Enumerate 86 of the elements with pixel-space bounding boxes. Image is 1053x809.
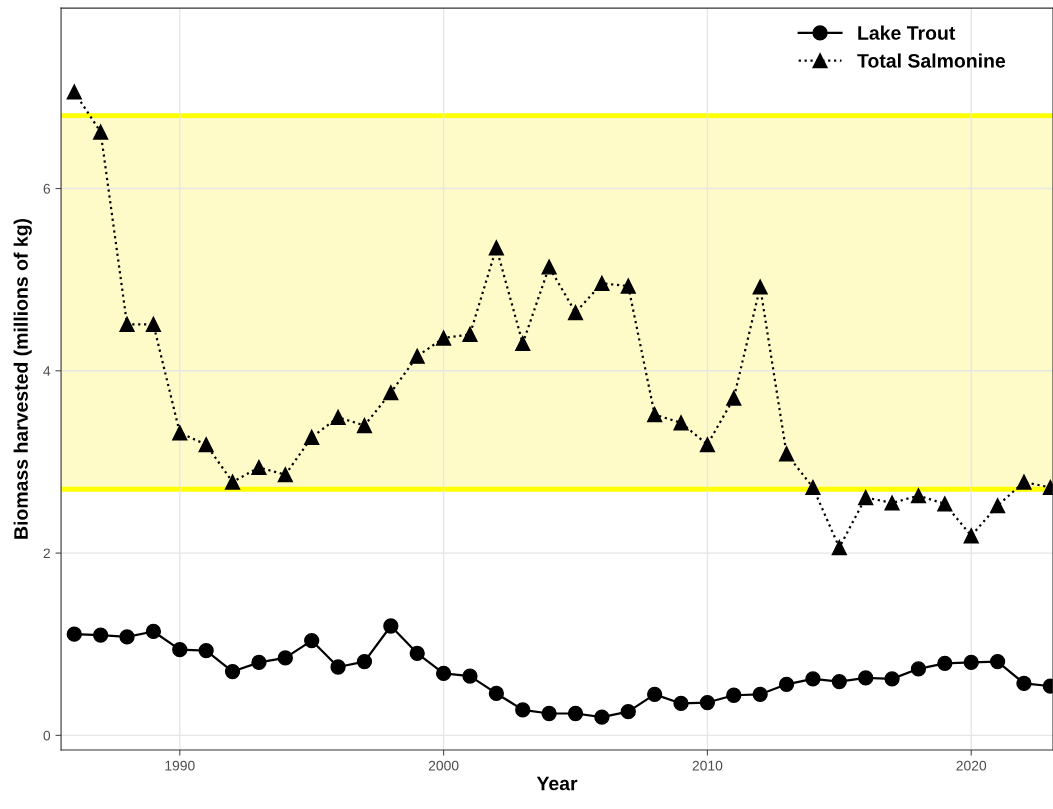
point (93, 124, 109, 140)
point (594, 275, 610, 291)
point (330, 409, 346, 425)
point (884, 671, 900, 687)
point (172, 642, 188, 658)
point (647, 686, 663, 702)
y-axis-title: Biomass harvested (millions of kg) (13, 218, 32, 539)
y-tick-label: 0 (43, 730, 51, 741)
point (224, 474, 241, 490)
point (409, 348, 425, 364)
point (989, 498, 1006, 514)
point (251, 654, 267, 671)
x-tick-label: 2010 (692, 760, 723, 771)
point (66, 84, 82, 100)
x-tick-label: 2020 (956, 760, 987, 771)
y-tick-label: 4 (43, 366, 51, 376)
point (752, 686, 768, 702)
point (383, 618, 399, 634)
point (93, 627, 109, 643)
point (198, 642, 214, 659)
point (620, 278, 636, 294)
point (356, 653, 373, 670)
point (963, 654, 979, 671)
point (937, 496, 953, 512)
point (198, 436, 214, 453)
point (963, 528, 979, 544)
point (1016, 675, 1032, 692)
point (541, 705, 557, 722)
point (66, 626, 82, 642)
point (831, 673, 847, 690)
point (383, 385, 399, 401)
point (884, 495, 900, 511)
point (620, 704, 636, 720)
point (356, 417, 373, 434)
point (567, 304, 584, 321)
point (488, 685, 505, 702)
point (277, 467, 293, 483)
point (304, 429, 320, 445)
y-tick-label: 2 (43, 548, 50, 559)
point (515, 335, 531, 352)
point (435, 330, 452, 346)
x-tick-label: 2000 (428, 760, 459, 771)
legend-label: Total Salmonine (857, 53, 1006, 68)
point (515, 702, 531, 718)
point (910, 661, 927, 677)
point (647, 406, 663, 423)
point (752, 279, 768, 295)
point (989, 653, 1006, 670)
point (435, 665, 452, 682)
point (330, 659, 346, 675)
point (594, 709, 610, 725)
point (251, 459, 267, 476)
point (726, 390, 742, 406)
x-tick-label: 1990 (165, 760, 195, 771)
point (778, 676, 795, 692)
point (699, 694, 716, 711)
y-tick-label: 6 (43, 183, 51, 194)
point (462, 326, 478, 342)
point (778, 446, 795, 462)
point (304, 632, 320, 649)
point (673, 415, 689, 431)
point (409, 645, 425, 661)
point (488, 240, 505, 256)
point (541, 259, 557, 275)
point (858, 670, 874, 686)
point (699, 436, 716, 453)
point (462, 668, 478, 684)
point (172, 425, 188, 441)
point (910, 488, 927, 504)
point (937, 655, 953, 672)
point (805, 479, 821, 496)
point (224, 663, 241, 680)
point (145, 316, 162, 332)
point (858, 489, 874, 506)
legend-label: Lake Trout (858, 25, 956, 40)
point (1016, 474, 1032, 490)
point (277, 650, 293, 666)
point (119, 316, 135, 332)
point (145, 623, 162, 640)
point (805, 671, 821, 687)
x-axis-title: Year (536, 776, 578, 791)
point (726, 687, 742, 703)
point (831, 539, 847, 556)
point (119, 629, 135, 645)
point (567, 705, 584, 722)
point (673, 695, 689, 712)
